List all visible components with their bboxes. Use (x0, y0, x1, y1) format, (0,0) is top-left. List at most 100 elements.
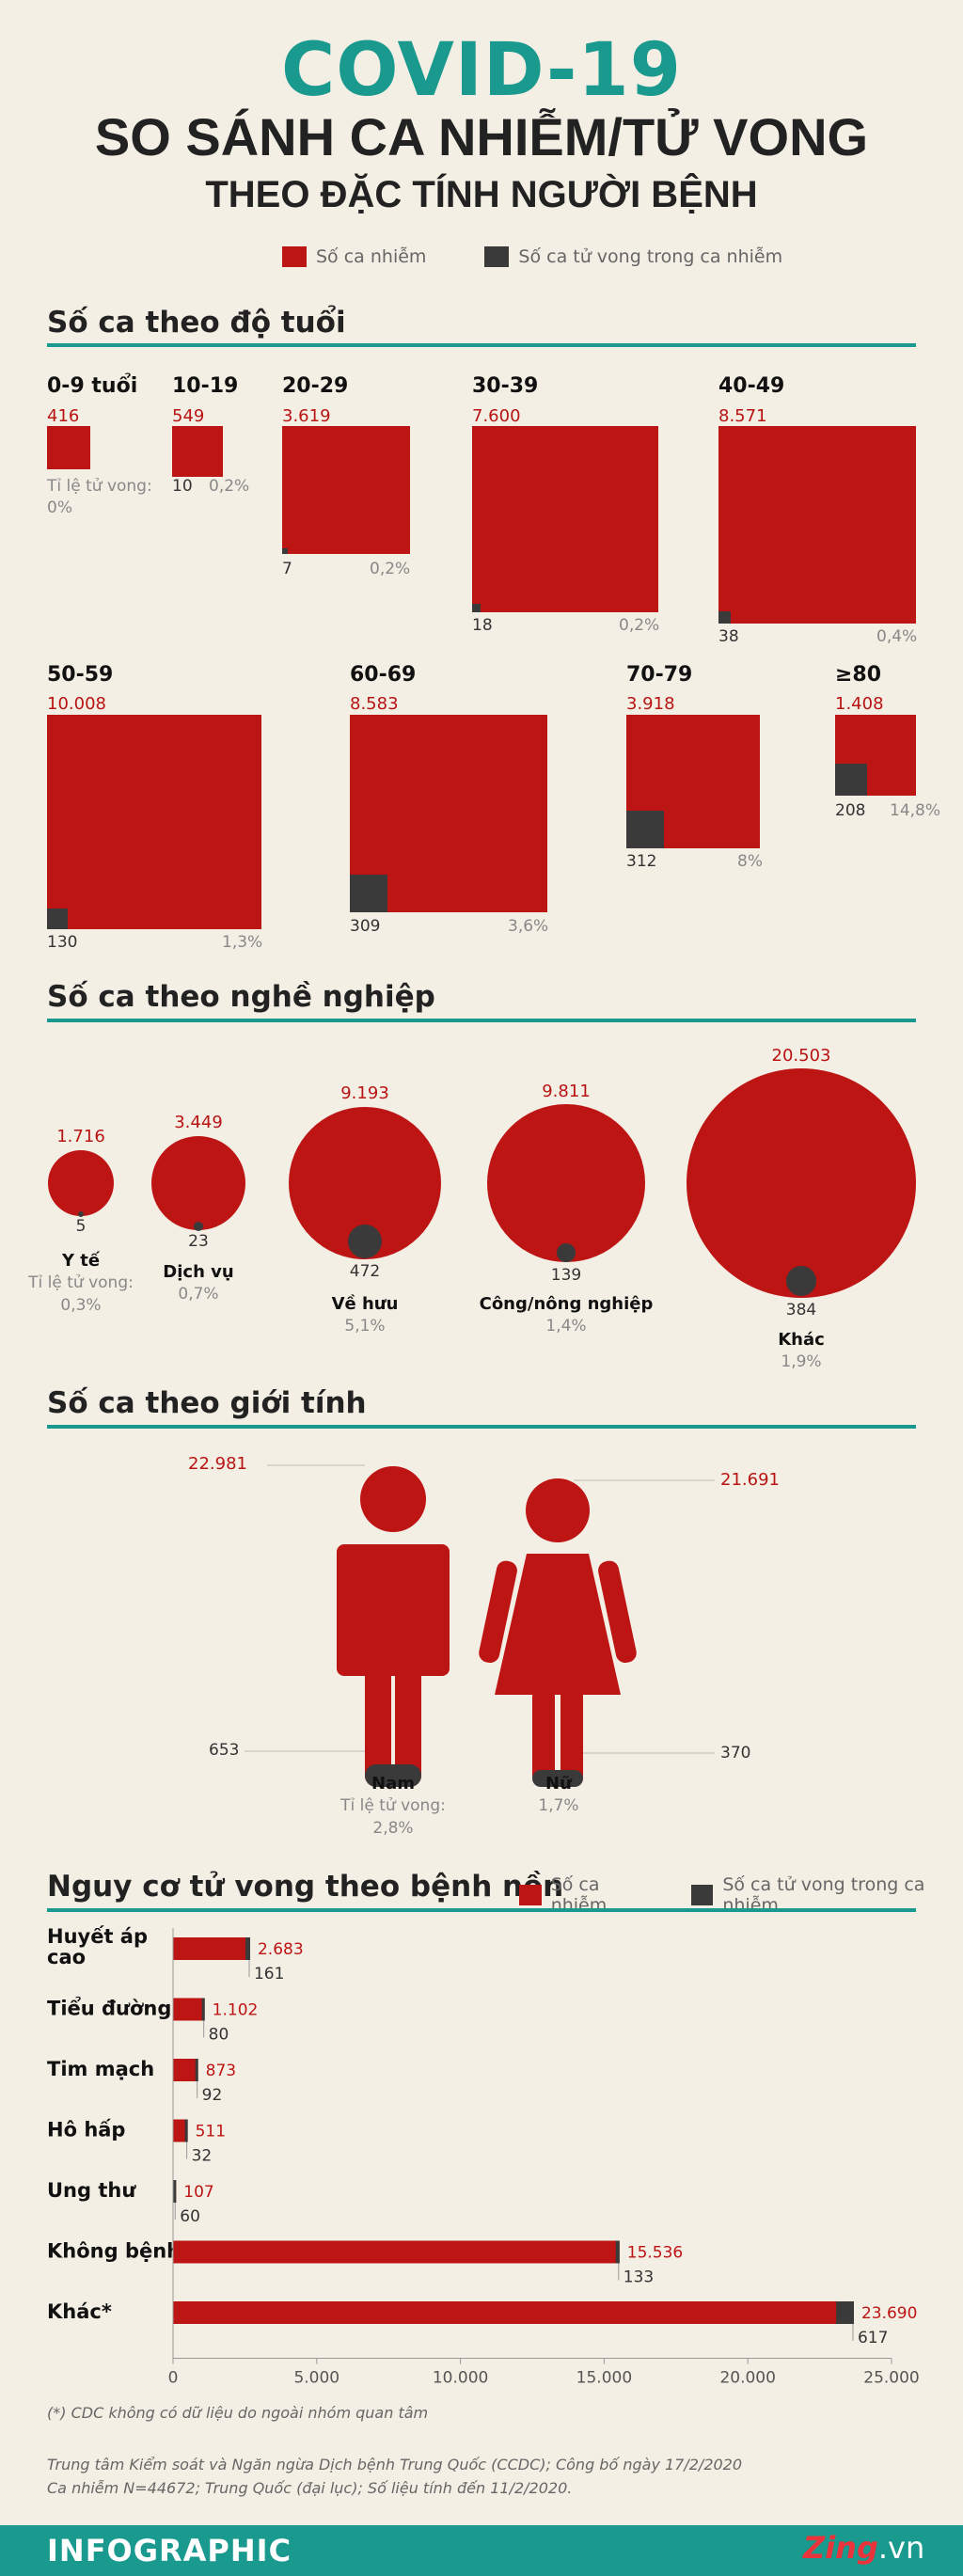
bar-deaths-value: 92 (202, 2086, 223, 2105)
age-square-10-19 (172, 426, 223, 477)
age-rate-50-59: 1,3% (222, 933, 263, 952)
bar-infected (173, 2059, 198, 2081)
age-section-divider (47, 343, 916, 347)
gender-rate-label: Tỉ lệ tử vong: (340, 1796, 446, 1815)
bar-infected (173, 2301, 854, 2324)
bar-deaths-value: 133 (624, 2268, 654, 2287)
source-line-2: Ca nhiễm N=44672; Trung Quốc (đại lục); … (47, 2479, 573, 2497)
x-tick-label: 15.000 (576, 2369, 632, 2388)
occupation-section-divider (47, 1019, 916, 1022)
source-line-1: Trung tâm Kiểm soát và Ngăn ngừa Dịch bệ… (47, 2456, 743, 2473)
bar-deaths (195, 2059, 198, 2081)
age-cases-20-29: 3.619 (282, 406, 331, 426)
age-label-30-39: 30-39 (472, 374, 539, 398)
occ-cases-dich-vu: 3.449 (174, 1113, 223, 1132)
occ-death-circle-khac (786, 1266, 816, 1296)
occ-deaths-ve-huu: 472 (349, 1262, 381, 1281)
occ-name-cong-nong: Công/nông nghiệp (479, 1294, 654, 1314)
age-death-square-40-49 (718, 611, 731, 624)
bar-infected (173, 1937, 250, 1960)
legend2-deaths-swatch (690, 1885, 714, 1905)
age-death-square-80-plus (835, 764, 867, 796)
age-cases-10-19: 549 (172, 406, 205, 426)
legend-deaths-label: Số ca tử vong trong ca nhiễm (518, 246, 783, 267)
age-rate-40-49: 0,4% (876, 627, 918, 646)
occ-death-circle-cong-nong (557, 1243, 576, 1262)
occ-rate-label: Tỉ lệ tử vong: (28, 1273, 134, 1292)
bar-deaths (245, 1937, 250, 1960)
age-death-square-70-79 (626, 811, 664, 848)
occupation-section-title: Số ca theo nghề nghiệp (47, 980, 435, 1014)
bar-infected-value: 1.102 (213, 2001, 259, 2020)
age-deaths-40-49: 38 (718, 627, 739, 646)
age-label-0-9: 0-9 tuổi (47, 374, 138, 398)
bar-category-label: Huyết áp cao (47, 1925, 148, 1968)
female-rate: 1,7% (538, 1796, 579, 1815)
occ-cases-ve-huu: 9.193 (340, 1083, 389, 1103)
occ-name-ve-huu: Về hưu (331, 1294, 399, 1314)
age-label-20-29: 20-29 (282, 374, 349, 398)
female-name: Nữ (545, 1774, 572, 1794)
age-cases-40-49: 8.571 (718, 406, 767, 426)
occ-death-circle-dich-vu (194, 1222, 203, 1231)
bar-infected-value: 511 (196, 2123, 226, 2141)
age-cases-50-59: 10.008 (47, 694, 106, 714)
age-rate-10-19: 0,2% (209, 477, 250, 496)
age-square-0-9 (47, 426, 90, 469)
brand-logo: Zing.vn (803, 2530, 925, 2566)
x-tick-label: 20.000 (719, 2369, 775, 2388)
occupation-circles (48, 1068, 916, 1298)
age-rate-label: Tỉ lệ tử vong: (47, 477, 152, 496)
title-line2: SO SÁNH CA NHIỄM/TỬ VONG (94, 107, 869, 166)
age-death-square-50-59 (47, 909, 68, 929)
female-figure (479, 1478, 637, 1787)
occ-rate-y-te: 0,3% (60, 1296, 102, 1315)
bar-category-label: Ung thư (47, 2179, 136, 2202)
footnote: (*) CDC không có dữ liệu do ngoài nhóm q… (47, 2404, 429, 2422)
comorbidity-section-divider (47, 1908, 916, 1912)
occ-rate-cong-nong: 1,4% (545, 1317, 587, 1335)
occ-rate-khac: 1,9% (781, 1352, 822, 1371)
x-tick-label: 0 (168, 2369, 179, 2388)
age-death-square-20-29 (282, 548, 288, 554)
age-cases-60-69: 8.583 (350, 694, 399, 714)
occ-name-dich-vu: Dịch vụ (163, 1262, 234, 1282)
gender-figures (245, 1464, 715, 1787)
bar-deaths (836, 2301, 854, 2324)
occ-name-y-te: Y tế (61, 1251, 101, 1271)
occ-rate-dich-vu: 0,7% (178, 1285, 219, 1304)
comorbidity-bar-chart: Huyết áp cao 2.683 161 Tiểu đường 1.102 80 Tim … (47, 1925, 920, 2388)
occ-death-circle-ve-huu (348, 1225, 382, 1258)
occ-name-khac: Khác (778, 1330, 825, 1350)
occ-deaths-y-te: 5 (75, 1217, 87, 1236)
bar-category-label: Tiểu đường (47, 1997, 171, 2020)
age-deaths-30-39: 18 (472, 616, 493, 635)
title-line3: THEO ĐẶC TÍNH NGƯỜI BỆNH (205, 174, 758, 215)
bar-deaths-value: 60 (180, 2207, 200, 2226)
age-label-40-49: 40-49 (718, 374, 785, 398)
age-rate-80-plus: 14,8% (890, 801, 941, 820)
occ-circle-dich-vu (151, 1136, 245, 1230)
bar-deaths-value: 32 (192, 2147, 213, 2166)
age-label-60-69: 60-69 (350, 663, 417, 687)
bar-deaths-value: 80 (209, 2026, 229, 2045)
age-cases-80-plus: 1.408 (835, 694, 884, 714)
age-cases-70-79: 3.918 (626, 694, 675, 714)
age-death-square-60-69 (350, 875, 387, 912)
top-legend: Số ca nhiễm Số ca tử vong trong ca nhiễm (282, 246, 782, 267)
bar-infected (173, 1998, 205, 2021)
bar-deaths (201, 1998, 205, 2021)
x-tick-label: 5.000 (293, 2369, 339, 2388)
occ-circle-y-te (48, 1150, 114, 1216)
gender-section-title: Số ca theo giới tính (47, 1386, 367, 1420)
age-deaths-10-19: 10 (172, 477, 193, 496)
occ-circle-cong-nong (487, 1104, 645, 1262)
footer-bar (0, 2525, 963, 2576)
occ-cases-cong-nong: 9.811 (542, 1082, 591, 1101)
age-rate-30-39: 0,2% (619, 616, 660, 635)
bar-infected-value: 15.536 (627, 2244, 683, 2263)
bar-deaths (184, 2119, 188, 2142)
bar-deaths-value: 161 (254, 1965, 284, 1983)
age-square-40-49 (718, 426, 916, 624)
bar-category-label: Khác* (47, 2300, 112, 2323)
